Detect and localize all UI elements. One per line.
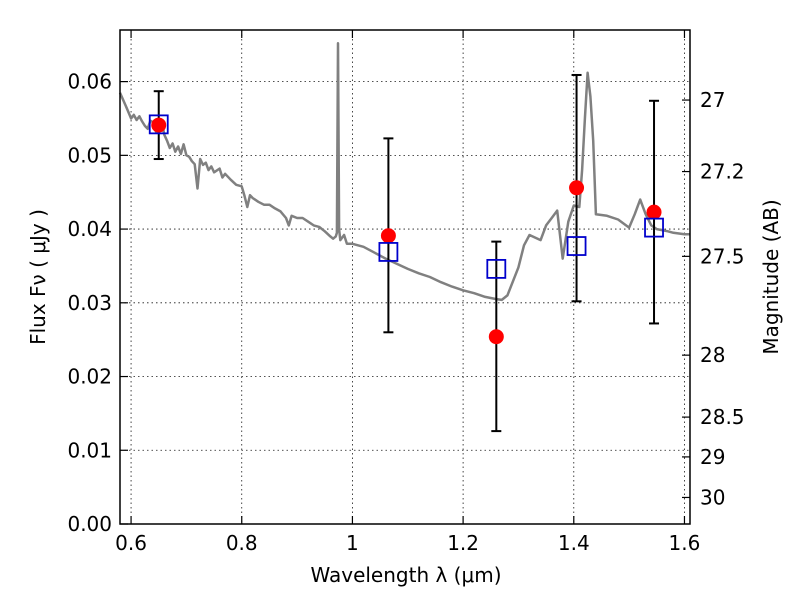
x-tick-label: 0.8 xyxy=(226,531,258,555)
right-tick-label: 28.5 xyxy=(700,405,745,429)
x-axis-label: Wavelength λ (μm) xyxy=(310,563,501,587)
right-tick-label: 28 xyxy=(700,343,725,367)
x-tick-label: 1.6 xyxy=(669,531,701,555)
y-tick-label: 0.05 xyxy=(67,143,112,167)
model-point xyxy=(566,236,587,256)
y-tick-label: 0.02 xyxy=(67,365,112,389)
observed-point xyxy=(488,329,504,345)
axis-labels: Wavelength λ (μm) Flux Fν ( μJy ) Magnit… xyxy=(26,199,783,587)
y-tick-label: 0.03 xyxy=(67,291,112,315)
data-markers xyxy=(148,114,664,345)
right-tick-label: 30 xyxy=(700,485,725,509)
model-point xyxy=(378,242,399,262)
y-tick-label: 0.06 xyxy=(67,70,112,94)
y-axis-label: Flux Fν ( μJy ) xyxy=(26,209,50,345)
observed-point xyxy=(569,180,585,196)
model-point xyxy=(148,114,169,135)
right-tick-label: 27 xyxy=(700,88,725,112)
right-tick-label: 29 xyxy=(700,445,725,469)
plot-frame xyxy=(119,29,691,525)
y-tick-label: 0.04 xyxy=(67,217,112,241)
grid-lines xyxy=(120,30,690,525)
model-point xyxy=(644,217,664,238)
right-axis-label: Magnitude (AB) xyxy=(759,199,783,354)
x-tick-label: 1 xyxy=(346,531,359,555)
axes: 0.6 0.8 1 1.2 1.4 1.6 0.00 0.01 0.02 0.03 0.04 0.05… xyxy=(67,29,745,555)
right-tick-label: 27.5 xyxy=(700,244,745,268)
right-tick-label: 27.2 xyxy=(700,160,745,184)
y-tick-label: 0.01 xyxy=(67,438,112,462)
observed-point xyxy=(380,228,396,244)
x-tick-label: 1.2 xyxy=(447,531,479,555)
x-tick-label: 1.4 xyxy=(558,531,590,555)
model-point xyxy=(486,258,507,279)
observed-point xyxy=(151,117,167,133)
observed-point xyxy=(646,204,662,220)
y-tick-label: 0.00 xyxy=(67,512,112,536)
x-tick-label: 0.6 xyxy=(115,531,147,555)
